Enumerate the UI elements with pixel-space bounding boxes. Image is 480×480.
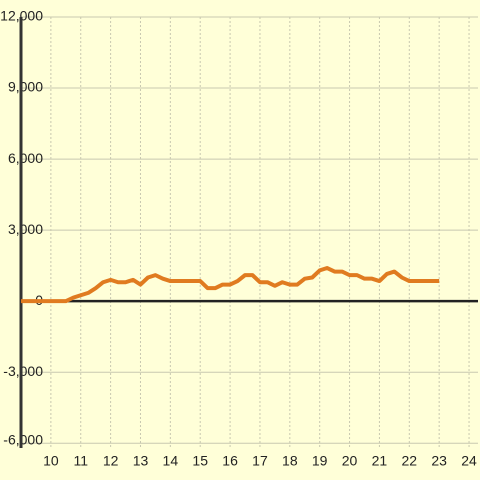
x-tick-label: 11 xyxy=(73,453,88,469)
x-tick-label: 19 xyxy=(312,453,328,469)
x-tick-label: 12 xyxy=(103,453,119,469)
y-tick-label: 3,000 xyxy=(8,221,43,237)
x-tick-label: 24 xyxy=(461,453,477,469)
x-tick-label: 21 xyxy=(372,453,388,469)
data-line xyxy=(21,266,440,304)
y-tick-label: -6,000 xyxy=(3,432,43,448)
x-tick-label: 22 xyxy=(402,453,418,469)
x-tick-label: 10 xyxy=(43,453,59,469)
y-tick-label: -3,000 xyxy=(3,363,43,379)
x-tick-label: 13 xyxy=(133,453,149,469)
x-tick-label: 15 xyxy=(192,453,208,469)
y-tick-label: 12,000 xyxy=(0,8,43,24)
y-tick-label: 9,000 xyxy=(8,79,43,95)
x-tick-label: 14 xyxy=(163,453,179,469)
x-tick-label: 16 xyxy=(222,453,238,469)
y-tick-label: 6,000 xyxy=(8,150,43,166)
x-tick-label: 18 xyxy=(282,453,298,469)
x-tick-label: 17 xyxy=(252,453,268,469)
x-tick-label: 23 xyxy=(431,453,447,469)
x-tick-label: 20 xyxy=(342,453,358,469)
